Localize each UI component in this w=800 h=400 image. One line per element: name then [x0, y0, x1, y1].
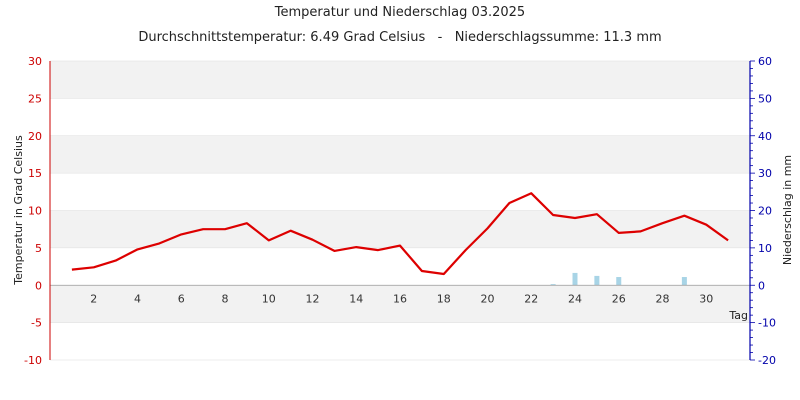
y-left-tick-label: 10 — [28, 205, 42, 218]
x-tick-label: 22 — [524, 292, 538, 305]
y-left-tick-label: 25 — [28, 92, 42, 105]
y-left-tick-label: -5 — [31, 317, 42, 330]
y-right-tick-label: 0 — [758, 279, 765, 292]
background-band — [50, 98, 750, 136]
precipitation-bar — [572, 272, 578, 286]
y-left-tick-label: 20 — [28, 130, 42, 143]
y-axis-right-label: Niederschlag in mm — [781, 155, 794, 265]
x-tick-label: 10 — [262, 292, 276, 305]
x-tick-label: 2 — [90, 292, 97, 305]
x-tick-label: 26 — [612, 292, 626, 305]
y-left-tick-label: 5 — [35, 242, 42, 255]
y-right-tick-label: 10 — [758, 242, 772, 255]
background-band — [50, 173, 750, 211]
x-tick-label: 30 — [699, 292, 713, 305]
x-tick-label: 20 — [481, 292, 495, 305]
x-tick-label: 8 — [222, 292, 229, 305]
x-tick-label: 6 — [178, 292, 185, 305]
chart-subtitle: Durchschnittstemperatur: 6.49 Grad Celsi… — [138, 30, 661, 45]
precipitation-bars — [550, 272, 687, 286]
chart-title: Temperatur und Niederschlag 03.2025 — [274, 5, 525, 20]
x-tick-label: 14 — [349, 292, 363, 305]
temperature-line — [71, 192, 729, 276]
background-band — [50, 61, 750, 99]
background-band — [50, 247, 750, 286]
y-right-tick-label: -20 — [758, 354, 776, 367]
x-tick-label: 12 — [306, 292, 320, 305]
y-left-tick-label: 30 — [28, 55, 42, 68]
x-tick-label: 24 — [568, 292, 582, 305]
x-tick-label: 16 — [393, 292, 407, 305]
y-right-tick-label: 20 — [758, 205, 772, 218]
y-right-tick-label: 30 — [758, 167, 772, 180]
y-axis-left-label: Temperatur in Grad Celsius — [12, 135, 25, 286]
precipitation-bar — [681, 277, 687, 286]
background-band — [50, 210, 750, 248]
precipitation-bar — [594, 275, 600, 286]
precipitation-bar — [550, 284, 556, 286]
y-left-tick-label: 0 — [35, 279, 42, 292]
y-right-tick-label: 40 — [758, 130, 772, 143]
x-axis-label: Tag — [728, 309, 748, 322]
y-right-tick-label: 50 — [758, 92, 772, 105]
y-right-tick-label: -10 — [758, 317, 776, 330]
precipitation-bar — [616, 277, 622, 286]
temperature-line-group — [71, 192, 729, 276]
x-tick-label: 4 — [134, 292, 141, 305]
y-left-tick-label: -10 — [24, 354, 42, 367]
plot-background — [50, 60, 750, 361]
axes — [49, 60, 755, 361]
background-band — [50, 322, 750, 360]
background-band — [50, 285, 750, 323]
x-tick-label: 18 — [437, 292, 451, 305]
x-tick-label: 28 — [656, 292, 670, 305]
background-band — [50, 135, 750, 174]
y-right-tick-label: 60 — [758, 55, 772, 68]
y-left-tick-label: 15 — [28, 167, 42, 180]
